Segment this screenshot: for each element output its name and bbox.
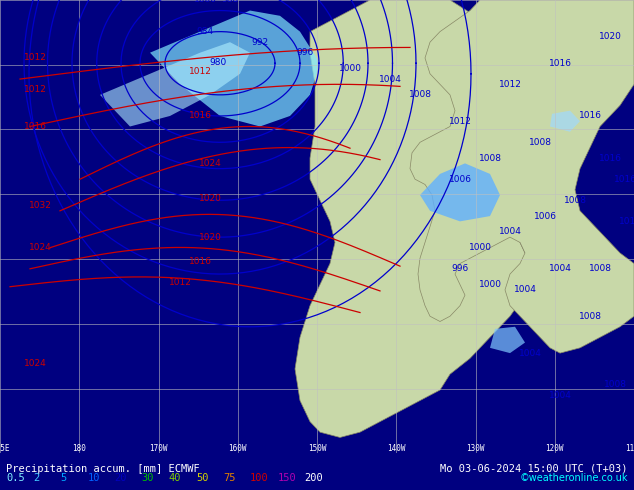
Text: 100: 100 <box>250 473 269 483</box>
Text: 10: 10 <box>87 473 100 483</box>
Text: 1016: 1016 <box>188 257 212 266</box>
Text: 1004: 1004 <box>514 285 536 294</box>
Text: 1004: 1004 <box>378 74 401 84</box>
Text: ©weatheronline.co.uk: ©weatheronline.co.uk <box>519 473 628 483</box>
Text: 1008: 1008 <box>588 264 612 273</box>
Text: 150W: 150W <box>307 444 327 453</box>
Polygon shape <box>410 0 634 353</box>
Text: Precipitation accum. [mm] ECMWF: Precipitation accum. [mm] ECMWF <box>6 464 200 473</box>
Polygon shape <box>420 163 500 221</box>
Text: 160W: 160W <box>228 444 247 453</box>
Text: 1008: 1008 <box>529 138 552 147</box>
Text: 50: 50 <box>196 473 209 483</box>
Text: 1020: 1020 <box>598 32 621 41</box>
Text: 1012: 1012 <box>23 53 46 62</box>
Text: 170W: 170W <box>149 444 168 453</box>
Text: 1020: 1020 <box>198 194 221 203</box>
Text: 996: 996 <box>451 264 469 273</box>
Text: 1024: 1024 <box>198 159 221 168</box>
Text: 175E: 175E <box>0 444 10 453</box>
Text: 120W: 120W <box>545 444 564 453</box>
Text: 20: 20 <box>115 473 127 483</box>
Text: 1008: 1008 <box>564 196 586 205</box>
Text: 1012: 1012 <box>188 67 211 76</box>
Text: 1012: 1012 <box>619 217 634 226</box>
Text: 1016: 1016 <box>188 111 212 121</box>
Text: 1004: 1004 <box>519 348 541 358</box>
Text: 992: 992 <box>252 38 269 47</box>
Text: 0.5: 0.5 <box>6 473 25 483</box>
Text: 1016: 1016 <box>614 175 634 184</box>
Text: Mo 03-06-2024 15:00 UTC (T+03): Mo 03-06-2024 15:00 UTC (T+03) <box>440 464 628 473</box>
Text: 1006: 1006 <box>533 212 557 220</box>
Text: 1012: 1012 <box>23 85 46 94</box>
Text: 180: 180 <box>72 444 86 453</box>
Text: 1000: 1000 <box>469 243 491 252</box>
Text: 1004: 1004 <box>548 391 571 400</box>
Text: 1008: 1008 <box>479 153 501 163</box>
Text: 1000: 1000 <box>479 280 501 289</box>
Text: 1016: 1016 <box>23 122 46 131</box>
Text: 1016: 1016 <box>598 153 621 163</box>
Text: 1008: 1008 <box>578 312 602 321</box>
Text: 988: 988 <box>221 0 238 4</box>
Text: 996: 996 <box>296 48 314 57</box>
Text: 1012: 1012 <box>449 117 472 126</box>
Polygon shape <box>490 327 525 353</box>
Text: 200: 200 <box>304 473 323 483</box>
Text: 1024: 1024 <box>23 359 46 368</box>
Text: 1016: 1016 <box>548 59 571 68</box>
Text: 1012: 1012 <box>498 80 521 89</box>
Text: 1000: 1000 <box>339 64 361 73</box>
Text: 980: 980 <box>209 58 226 67</box>
Polygon shape <box>100 42 250 126</box>
Text: 1006: 1006 <box>448 175 472 184</box>
Text: 5: 5 <box>60 473 67 483</box>
Text: 2: 2 <box>34 473 40 483</box>
Text: 150: 150 <box>277 473 296 483</box>
Text: 40: 40 <box>169 473 181 483</box>
Text: 110W: 110W <box>624 444 634 453</box>
Text: 30: 30 <box>142 473 154 483</box>
Text: 1004: 1004 <box>498 227 521 236</box>
Text: 1016: 1016 <box>578 111 602 121</box>
Text: 75: 75 <box>223 473 236 483</box>
Text: 1012: 1012 <box>169 278 191 287</box>
Text: 984: 984 <box>197 27 214 36</box>
Text: 1024: 1024 <box>29 243 51 252</box>
Text: 130W: 130W <box>466 444 485 453</box>
Text: 1020: 1020 <box>198 233 221 242</box>
Text: 1008: 1008 <box>408 90 432 99</box>
Polygon shape <box>550 111 580 132</box>
Polygon shape <box>150 11 320 126</box>
Polygon shape <box>295 0 560 438</box>
Text: 1008: 1008 <box>604 380 626 389</box>
Text: 1000: 1000 <box>193 0 216 4</box>
Text: 1004: 1004 <box>548 264 571 273</box>
Text: 1032: 1032 <box>29 201 51 210</box>
Text: 140W: 140W <box>387 444 406 453</box>
